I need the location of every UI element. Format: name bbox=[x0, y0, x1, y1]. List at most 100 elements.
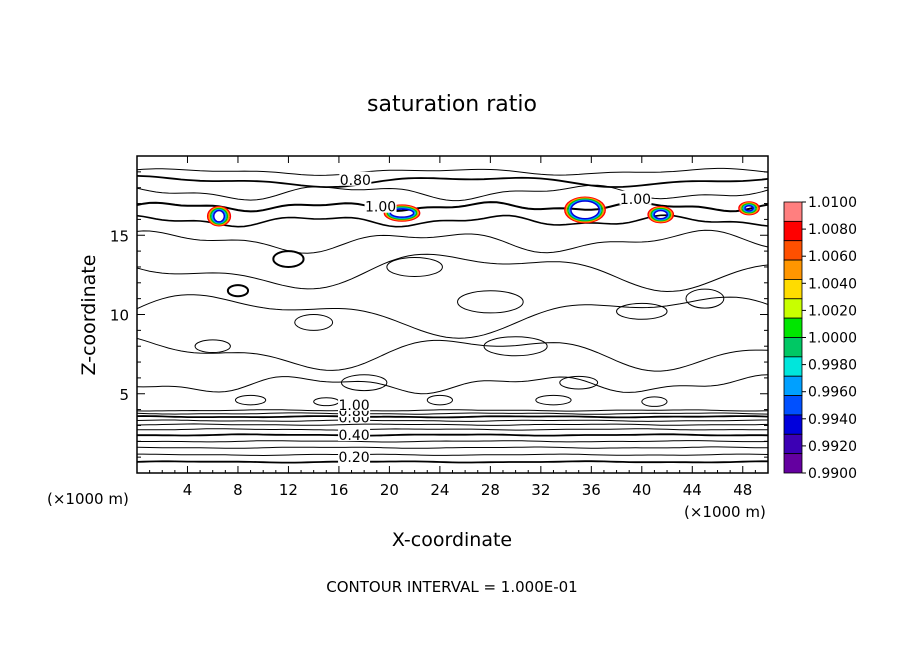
contour-cell bbox=[457, 290, 524, 314]
contour-cell bbox=[483, 336, 548, 357]
colorbar-swatch bbox=[783, 453, 803, 474]
contour-label-bg bbox=[338, 449, 371, 464]
x-tick-label: 44 bbox=[683, 481, 702, 499]
colored-contour bbox=[388, 207, 416, 219]
x-tick-label: 28 bbox=[481, 481, 500, 499]
colorbar-swatch bbox=[783, 317, 803, 338]
x-tick-label: 20 bbox=[380, 481, 399, 499]
contour-label: 0.80 bbox=[340, 173, 371, 189]
x-tick-label: 36 bbox=[582, 481, 601, 499]
contour-cell bbox=[685, 288, 725, 309]
contour-line bbox=[136, 419, 768, 422]
contour-line bbox=[137, 433, 769, 437]
colored-contour bbox=[386, 206, 418, 220]
contour-label-bg bbox=[338, 426, 371, 441]
contour-line bbox=[136, 214, 769, 228]
colorbar-swatch bbox=[783, 433, 803, 455]
colored-contour bbox=[211, 208, 227, 224]
contour-cell bbox=[641, 396, 668, 407]
contour-cell bbox=[294, 314, 334, 331]
x-tick-label: 32 bbox=[531, 481, 550, 499]
contour-cell bbox=[535, 394, 572, 406]
contour-line bbox=[136, 229, 769, 254]
contour-line bbox=[136, 460, 768, 464]
y-tick-label: 15 bbox=[110, 227, 129, 245]
contour-line bbox=[137, 453, 769, 457]
colored-contour bbox=[568, 199, 602, 221]
contour-line bbox=[136, 423, 769, 426]
colorbar-label: 1.0060 bbox=[808, 249, 857, 265]
colorbar-label: 1.0080 bbox=[808, 222, 857, 238]
x-tick-label: 16 bbox=[329, 481, 348, 499]
colored-contour bbox=[648, 206, 673, 223]
x-tick-label: 48 bbox=[733, 481, 752, 499]
contour-labels: 0.801.00 1.000.200.400.600.801.00 bbox=[338, 171, 652, 466]
contour-cell bbox=[272, 250, 305, 268]
colorbar-swatch bbox=[783, 395, 803, 416]
colorbar-label: 0.9960 bbox=[808, 385, 857, 401]
contour-cell bbox=[426, 394, 454, 406]
contour-label: 1.00 bbox=[338, 398, 369, 414]
x-tick-label: 24 bbox=[430, 481, 449, 499]
colored-contour bbox=[383, 204, 421, 222]
z-unit-label: (×1000 m) bbox=[47, 490, 129, 508]
colored-contour bbox=[739, 202, 759, 215]
y-axis-label: Z-coordinate bbox=[78, 255, 100, 376]
colored-contour bbox=[738, 201, 760, 216]
colored-contour bbox=[567, 198, 603, 222]
x-tick-label: 8 bbox=[233, 481, 243, 499]
contour-line bbox=[136, 415, 769, 419]
chart-title: saturation ratio bbox=[367, 92, 537, 117]
colored-contour bbox=[653, 209, 669, 220]
colorbar-label: 1.0020 bbox=[808, 303, 857, 319]
colored-contour bbox=[570, 200, 600, 220]
colorbar-label: 1.0000 bbox=[808, 331, 857, 347]
contour-label: 1.00 bbox=[620, 192, 651, 208]
colorbar-swatch bbox=[783, 201, 803, 222]
contour-label-bg bbox=[339, 171, 372, 186]
contour-cell bbox=[559, 375, 599, 390]
contour-cell bbox=[234, 394, 267, 406]
contour-line bbox=[136, 175, 769, 189]
colored-contour bbox=[565, 197, 605, 223]
contour-line bbox=[136, 337, 769, 372]
colorbar-label: 0.9920 bbox=[808, 439, 857, 455]
colored-contour bbox=[741, 203, 757, 214]
contour-cell bbox=[226, 284, 250, 298]
contour-line bbox=[137, 440, 769, 443]
x-tick-label: 40 bbox=[632, 481, 651, 499]
colorbar-swatch bbox=[783, 240, 803, 261]
colorbar-label: 0.9980 bbox=[808, 358, 857, 374]
colorbar-swatch bbox=[783, 298, 803, 319]
contour-label: 1.00 bbox=[365, 200, 396, 216]
colorbar-label: 0.9940 bbox=[808, 412, 857, 428]
colorbar-label: 0.9900 bbox=[808, 466, 857, 482]
contour-cell bbox=[616, 302, 668, 320]
x-axis-ticks: 4 8 12 16 20 24 28 32 36 40 44 48 bbox=[149, 156, 756, 499]
colored-contour bbox=[206, 205, 232, 227]
colorbar-swatch bbox=[783, 337, 803, 358]
contour-line bbox=[136, 184, 769, 202]
colorbar-label: 1.0100 bbox=[808, 195, 857, 211]
colorbar-swatch bbox=[783, 356, 803, 377]
contour-line bbox=[136, 253, 769, 293]
x-axis-label: X-coordinate bbox=[392, 529, 512, 551]
contour-cell bbox=[194, 339, 231, 354]
colorbar-swatch bbox=[783, 279, 803, 300]
colored-contour bbox=[650, 207, 672, 222]
contour-lines bbox=[136, 167, 769, 464]
contour-cell bbox=[340, 374, 388, 392]
contour-line bbox=[136, 412, 769, 415]
colorbar-swatch bbox=[783, 375, 803, 396]
colored-contour bbox=[564, 196, 606, 224]
contour-label-bg bbox=[338, 396, 371, 411]
colored-contour bbox=[647, 205, 675, 224]
contour-label-bg bbox=[619, 190, 652, 205]
contour-line bbox=[136, 446, 768, 449]
x-tick-label: 12 bbox=[279, 481, 298, 499]
contour-cell bbox=[386, 256, 443, 277]
contour-label: 0.40 bbox=[338, 428, 369, 444]
